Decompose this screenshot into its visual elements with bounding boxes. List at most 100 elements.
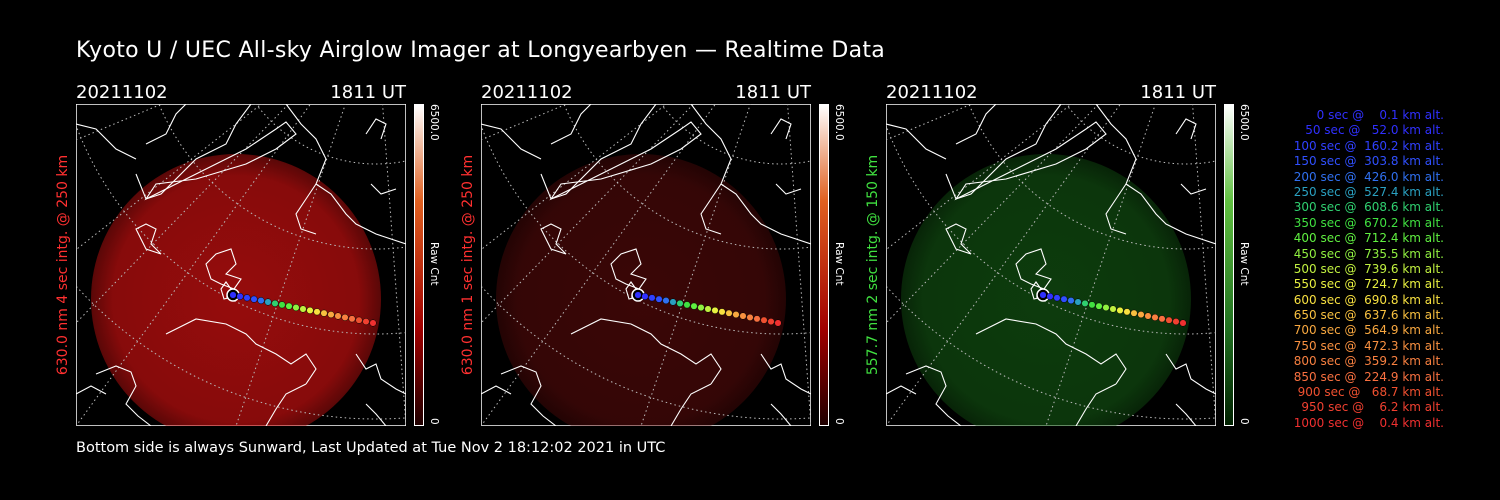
trajectory-point [271,299,279,307]
trajectory-point [306,306,314,314]
trajectory-point [348,315,356,323]
trajectory-point [229,291,237,299]
trajectory-point [718,308,726,316]
geographic-grid [76,104,406,426]
trajectory-point [264,298,272,306]
trajectory-point [683,301,691,309]
panel-time: 1811 UT [1140,82,1216,103]
legend-entry: 150 sec @ 303.8 km alt. [1289,154,1444,169]
trajectory-point [1095,302,1103,310]
trajectory-point [690,302,698,310]
trajectory-point [746,313,754,321]
trajectory-point [250,295,258,303]
legend-entry: 100 sec @ 160.2 km alt. [1289,138,1444,153]
panel-date: 20211102 [481,82,573,103]
trajectory-point [1172,318,1180,326]
trajectory-point [313,308,321,316]
panel-wavelength-label: 630.0 nm 4 sec intg. @ 250 km [55,154,71,376]
legend-entry: 250 sec @ 527.4 km alt. [1289,184,1444,199]
trajectory-point [285,302,293,310]
legend-entry: 50 sec @ 52.0 km alt. [1297,123,1444,138]
trajectory-point [1067,297,1075,305]
trajectory-point [362,318,370,326]
footer-status: Bottom side is always Sunward, Last Upda… [76,440,666,456]
colorbar [819,104,829,426]
trajectory-point [1109,305,1117,313]
legend-entry: 450 sec @ 735.5 km alt. [1289,246,1444,261]
legend-entry: 900 sec @ 68.7 km alt. [1293,385,1444,400]
airglow-map [886,104,1216,426]
trajectory-point [236,292,244,300]
trajectory-point [334,312,342,320]
trajectory-point [341,313,349,321]
airglow-map [481,104,811,426]
panel-date: 20211102 [76,82,168,103]
panel-time: 1811 UT [330,82,406,103]
trajectory-point [257,297,265,305]
trajectory-point [1158,315,1166,323]
trajectory-point [327,311,335,319]
trajectory-point [299,305,307,313]
trajectory-point [767,318,775,326]
legend-entry: 750 sec @ 472.3 km alt. [1289,338,1444,353]
panel-630nm-1sec: 20211102 1811 UT 630.0 nm 1 sec intg. @ 25… [460,82,881,432]
geographic-grid [481,104,811,426]
legend-entry: 800 sec @ 359.2 km alt. [1289,354,1444,369]
trajectory [226,288,377,327]
airglow-map [76,104,406,426]
trajectory-point [355,316,363,324]
trajectory-point [648,294,656,302]
legend-entry: 850 sec @ 224.9 km alt. [1289,369,1444,384]
legend-entry: 0 sec @ 0.1 km alt. [1305,108,1444,122]
trajectory-point [753,315,761,323]
trajectory-point [243,294,251,302]
coastlines [481,104,811,426]
page-title: Kyoto U / UEC All-sky Airglow Imager at … [76,38,886,63]
trajectory-point [320,309,328,317]
trajectory-point [1102,304,1110,312]
trajectory-point [1144,312,1152,320]
trajectory-point [1165,316,1173,324]
trajectory-point [1046,292,1054,300]
trajectory-point [760,316,768,324]
legend-entry: 550 sec @ 724.7 km alt. [1289,277,1444,292]
trajectory-point [634,291,642,299]
legend-entry: 400 sec @ 712.4 km alt. [1289,231,1444,246]
panel-630nm-4sec: 20211102 1811 UT 630.0 nm 4 sec intg. @ 25… [55,82,476,432]
trajectory-legend: 0 sec @ 0.1 km alt. 50 sec @ 52.0 km alt… [1262,108,1444,431]
trajectory-point [1137,311,1145,319]
legend-entry: 1000 sec @ 0.4 km alt. [1293,415,1444,430]
geographic-grid [886,104,1216,426]
panel-wavelength-label: 630.0 nm 1 sec intg. @ 250 km [460,154,476,376]
trajectory [631,288,782,327]
trajectory [1036,288,1187,327]
trajectory-point [292,304,300,312]
trajectory-point [732,311,740,319]
legend-entry: 600 sec @ 690.8 km alt. [1289,292,1444,307]
trajectory-point [1151,313,1159,321]
legend-entry: 300 sec @ 608.6 km alt. [1289,200,1444,215]
trajectory-point [676,299,684,307]
legend-entry: 700 sec @ 564.9 km alt. [1289,323,1444,338]
colorbar [1224,104,1234,426]
trajectory-point [641,292,649,300]
trajectory-point [1088,301,1096,309]
colorbar [414,104,424,426]
trajectory-point [1179,319,1187,327]
panel-557nm-2sec: 20211102 1811 UT 557.7 nm 2 sec intg. @ 15… [865,82,1286,432]
trajectory-point [1039,291,1047,299]
legend-entry: 200 sec @ 426.0 km alt. [1289,169,1444,184]
trajectory-point [669,298,677,306]
trajectory-point [774,319,782,327]
panel-date: 20211102 [886,82,978,103]
trajectory-point [739,312,747,320]
trajectory-point [704,305,712,313]
legend-entry: 500 sec @ 739.6 km alt. [1289,261,1444,276]
legend-entry: 350 sec @ 670.2 km alt. [1289,215,1444,230]
legend-entry: 650 sec @ 637.6 km alt. [1289,308,1444,323]
trajectory-point [662,297,670,305]
trajectory-point [1081,299,1089,307]
trajectory-point [655,295,663,303]
trajectory-point [278,301,286,309]
trajectory-point [1060,295,1068,303]
